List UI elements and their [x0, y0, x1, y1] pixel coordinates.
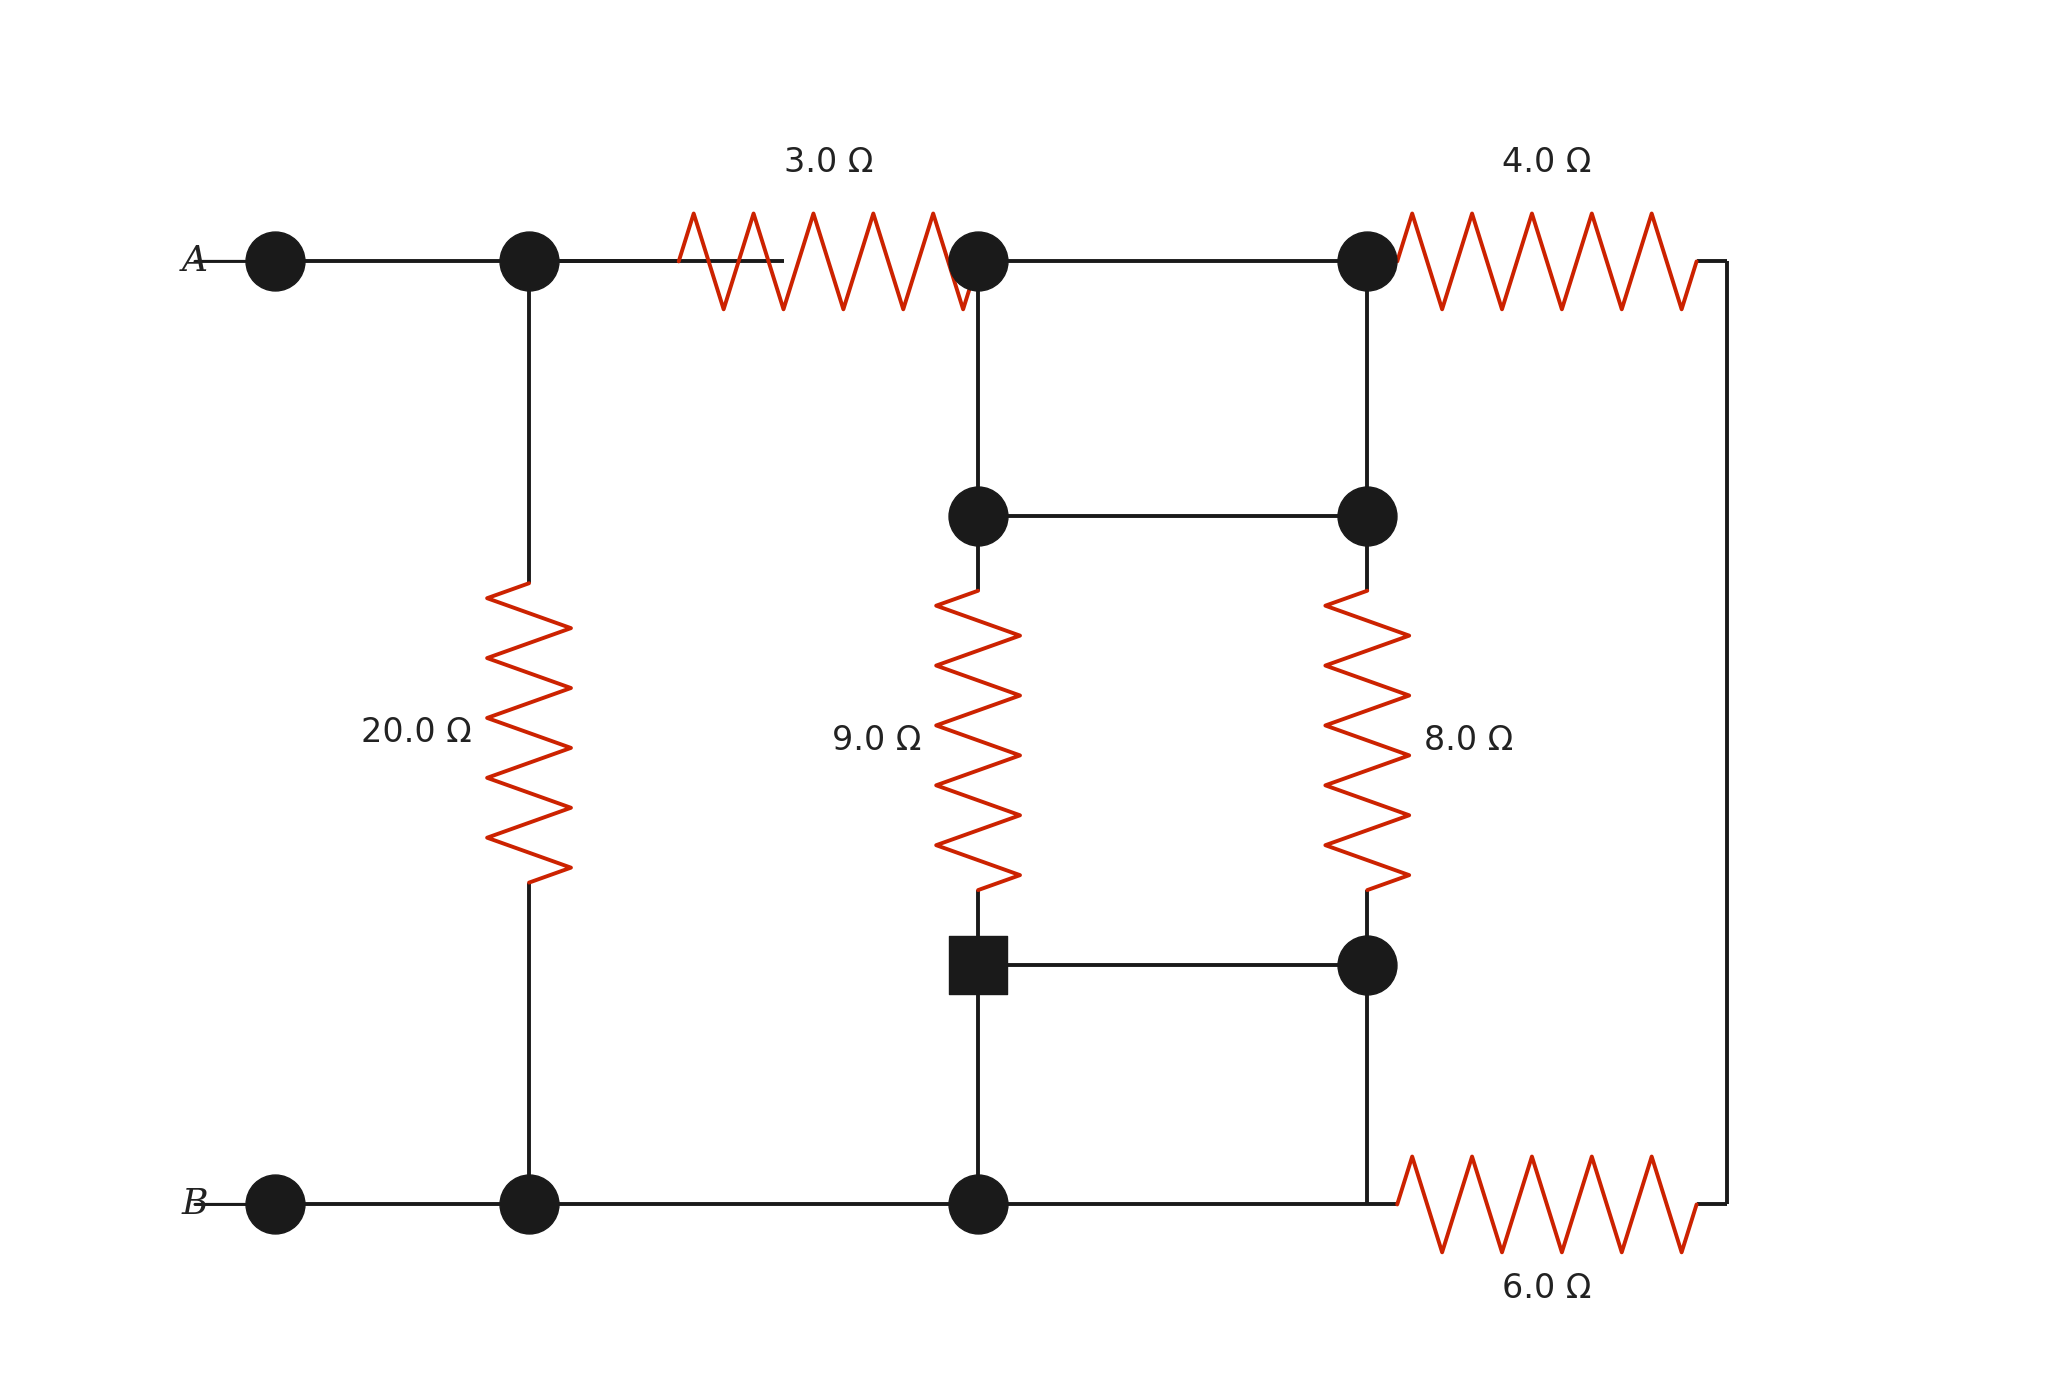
Point	[962, 250, 994, 273]
Text: 6.0 Ω: 6.0 Ω	[1502, 1271, 1592, 1305]
Text: 3.0 Ω: 3.0 Ω	[784, 146, 874, 179]
Point	[962, 505, 994, 527]
Point	[962, 954, 994, 976]
Text: A: A	[182, 245, 209, 278]
Point	[514, 250, 546, 273]
Text: 4.0 Ω: 4.0 Ω	[1502, 146, 1592, 179]
Point	[1350, 954, 1383, 976]
Text: 20.0 Ω: 20.0 Ω	[362, 716, 473, 750]
Text: 9.0 Ω: 9.0 Ω	[833, 723, 921, 757]
Point	[1350, 505, 1383, 527]
Text: 8.0 Ω: 8.0 Ω	[1424, 723, 1514, 757]
Point	[1350, 250, 1383, 273]
Point	[514, 1193, 546, 1216]
Point	[962, 1193, 994, 1216]
Point	[258, 250, 291, 273]
Text: B: B	[182, 1188, 209, 1221]
Point	[258, 1193, 291, 1216]
